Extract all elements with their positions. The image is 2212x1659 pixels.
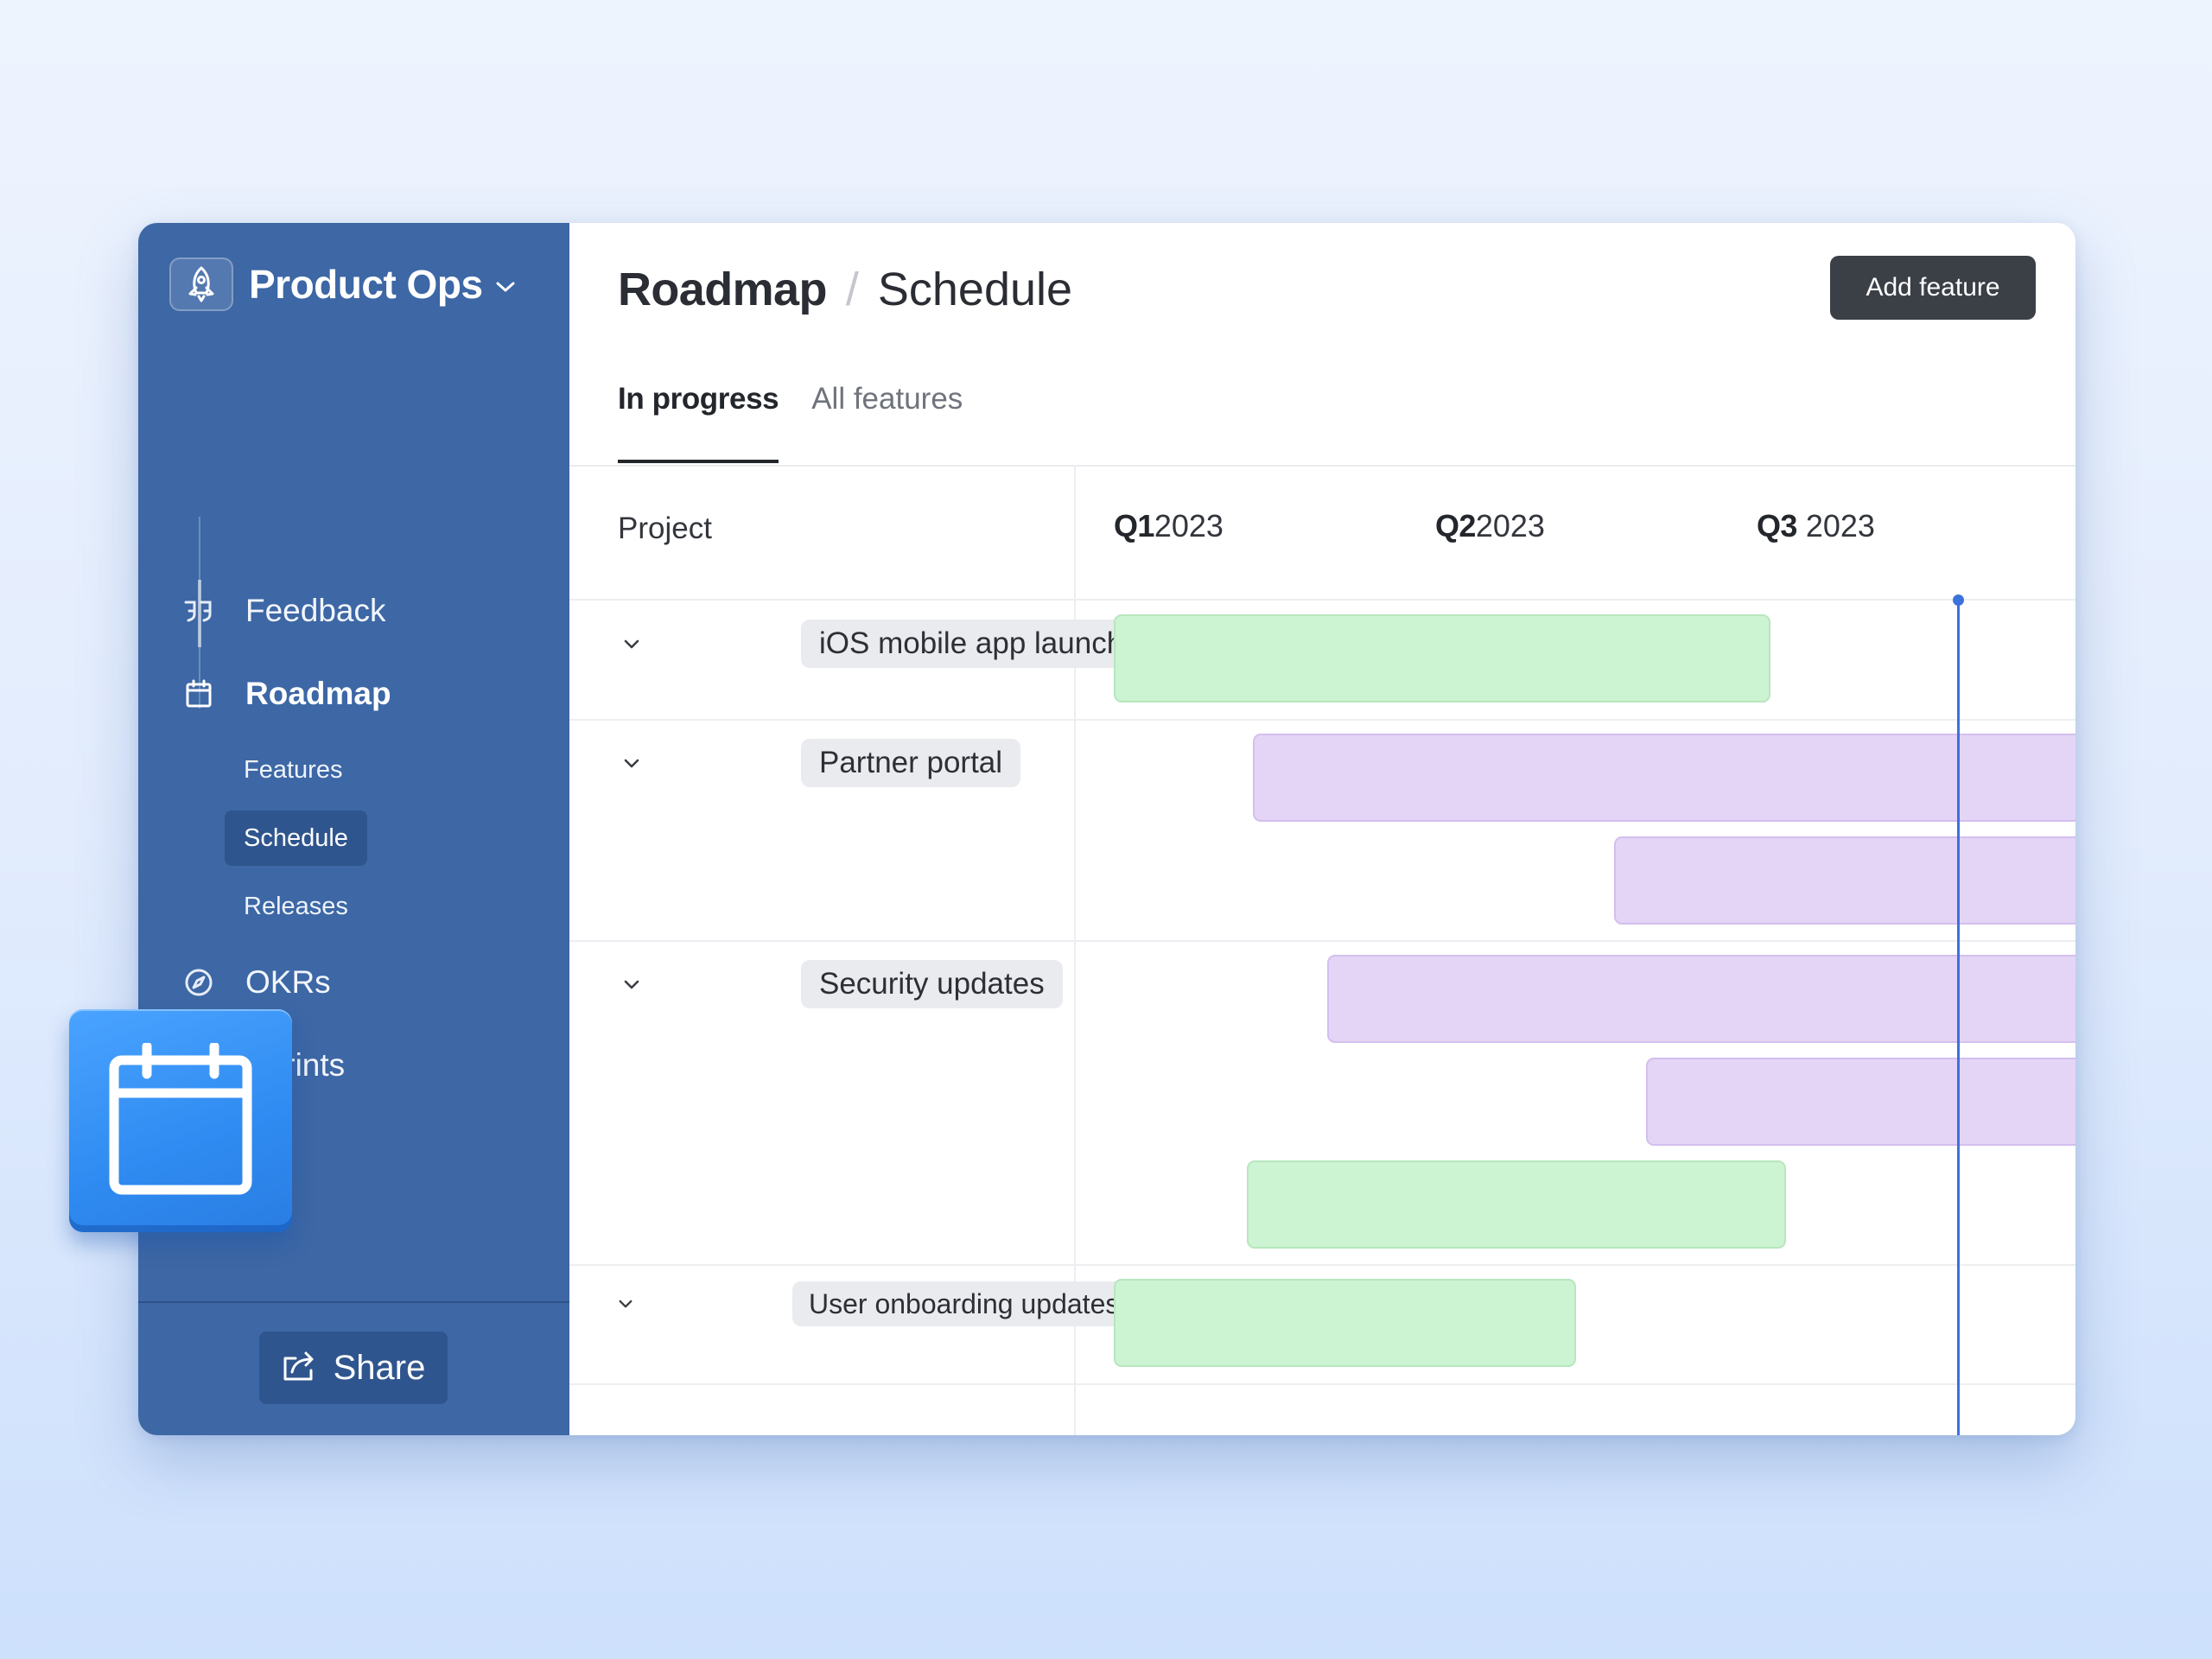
project-column-header: Project bbox=[618, 512, 712, 545]
row-divider bbox=[569, 599, 2075, 601]
sidebar-subitem-releases[interactable]: Releases bbox=[225, 879, 367, 934]
timeline-bar[interactable] bbox=[1614, 836, 2075, 925]
row-expand-toggle[interactable] bbox=[614, 968, 649, 1002]
timeline-bar[interactable] bbox=[1646, 1058, 2075, 1146]
sidebar-item-label: Feedback bbox=[245, 593, 386, 628]
quarter-year: 2023 bbox=[1475, 508, 1545, 543]
quarter-label: Q2 bbox=[1435, 508, 1476, 543]
quarter-header: Q22023 bbox=[1435, 508, 1545, 544]
rocket-icon bbox=[169, 257, 233, 311]
project-column-divider bbox=[1074, 466, 1076, 1435]
quarter-label: Q3 bbox=[1757, 508, 1797, 543]
sidebar-subitem-features[interactable]: Features bbox=[225, 742, 361, 798]
workspace-switcher[interactable]: Product Ops bbox=[169, 257, 516, 311]
row-divider bbox=[569, 940, 2075, 942]
quarter-year: 2023 bbox=[1154, 508, 1224, 543]
project-tag[interactable]: User onboarding updates bbox=[792, 1281, 1136, 1326]
breadcrumb: Roadmap / Schedule bbox=[618, 259, 1072, 320]
timeline-bar[interactable] bbox=[1114, 614, 1770, 702]
workspace-name: Product Ops bbox=[249, 262, 483, 307]
sidebar-subitem-label: Features bbox=[244, 755, 343, 784]
timeline-bar[interactable] bbox=[1327, 955, 2075, 1043]
share-icon bbox=[282, 1350, 318, 1387]
submenu-rail-active bbox=[198, 580, 201, 647]
timeline-bar[interactable] bbox=[1247, 1160, 1786, 1249]
quarter-header: Q3 2023 bbox=[1757, 508, 1875, 544]
sidebar-item-roadmap[interactable]: Roadmap bbox=[181, 668, 391, 720]
sidebar-subitem-label: Releases bbox=[244, 892, 348, 920]
breadcrumb-roadmap[interactable]: Roadmap bbox=[618, 264, 827, 315]
row-expand-toggle[interactable] bbox=[614, 747, 649, 781]
today-marker-line bbox=[1957, 600, 1960, 1435]
tab-all-features[interactable]: All features bbox=[811, 382, 963, 416]
quarter-header: Q12023 bbox=[1114, 508, 1224, 544]
chevron-down-icon bbox=[624, 980, 639, 989]
sidebar: Product Ops Feedback Roadmap bbox=[138, 223, 569, 1435]
project-tag[interactable]: Security updates bbox=[801, 960, 1063, 1008]
app-window: Product Ops Feedback Roadmap bbox=[138, 223, 2075, 1435]
share-button[interactable]: Share bbox=[259, 1332, 448, 1404]
row-divider bbox=[569, 719, 2075, 721]
chevron-down-icon bbox=[624, 639, 639, 649]
project-tag[interactable]: iOS mobile app launch bbox=[801, 620, 1142, 668]
sidebar-item-okrs[interactable]: OKRs bbox=[181, 957, 331, 1008]
chevron-down-icon bbox=[624, 759, 639, 768]
sidebar-subitem-schedule[interactable]: Schedule bbox=[225, 810, 367, 866]
sidebar-subitem-label: Schedule bbox=[244, 823, 348, 852]
chevron-down-icon bbox=[619, 1300, 632, 1307]
breadcrumb-separator: / bbox=[845, 264, 859, 315]
quarter-label: Q1 bbox=[1114, 508, 1154, 543]
header-divider bbox=[569, 465, 2075, 467]
quote-icon bbox=[181, 599, 216, 623]
view-tabs: In progress All features bbox=[618, 380, 995, 465]
sidebar-item-feedback[interactable]: Feedback bbox=[181, 585, 386, 637]
sidebar-divider bbox=[138, 1301, 569, 1303]
add-feature-button[interactable]: Add feature bbox=[1830, 256, 2036, 320]
quarter-year: 2023 bbox=[1805, 508, 1875, 543]
page-title: Schedule bbox=[877, 264, 1073, 315]
today-marker-dot bbox=[1953, 594, 1964, 606]
calendar-icon bbox=[181, 679, 216, 709]
sidebar-item-label: OKRs bbox=[245, 964, 331, 1000]
chevron-down-icon bbox=[495, 280, 516, 298]
timeline-bar[interactable] bbox=[1253, 734, 2075, 822]
sidebar-item-label: Roadmap bbox=[245, 676, 391, 711]
compass-icon bbox=[181, 968, 216, 997]
row-expand-toggle[interactable] bbox=[614, 627, 649, 662]
tab-in-progress[interactable]: In progress bbox=[618, 380, 779, 465]
timeline-bar[interactable] bbox=[1114, 1279, 1576, 1367]
row-divider bbox=[569, 1383, 2075, 1385]
share-label: Share bbox=[333, 1348, 426, 1387]
row-divider bbox=[569, 1264, 2075, 1266]
calendar-icon bbox=[69, 1009, 292, 1232]
row-expand-toggle[interactable] bbox=[608, 1287, 643, 1321]
main-panel: Roadmap / Schedule Add feature In progre… bbox=[569, 223, 2075, 1435]
project-tag[interactable]: Partner portal bbox=[801, 739, 1021, 787]
